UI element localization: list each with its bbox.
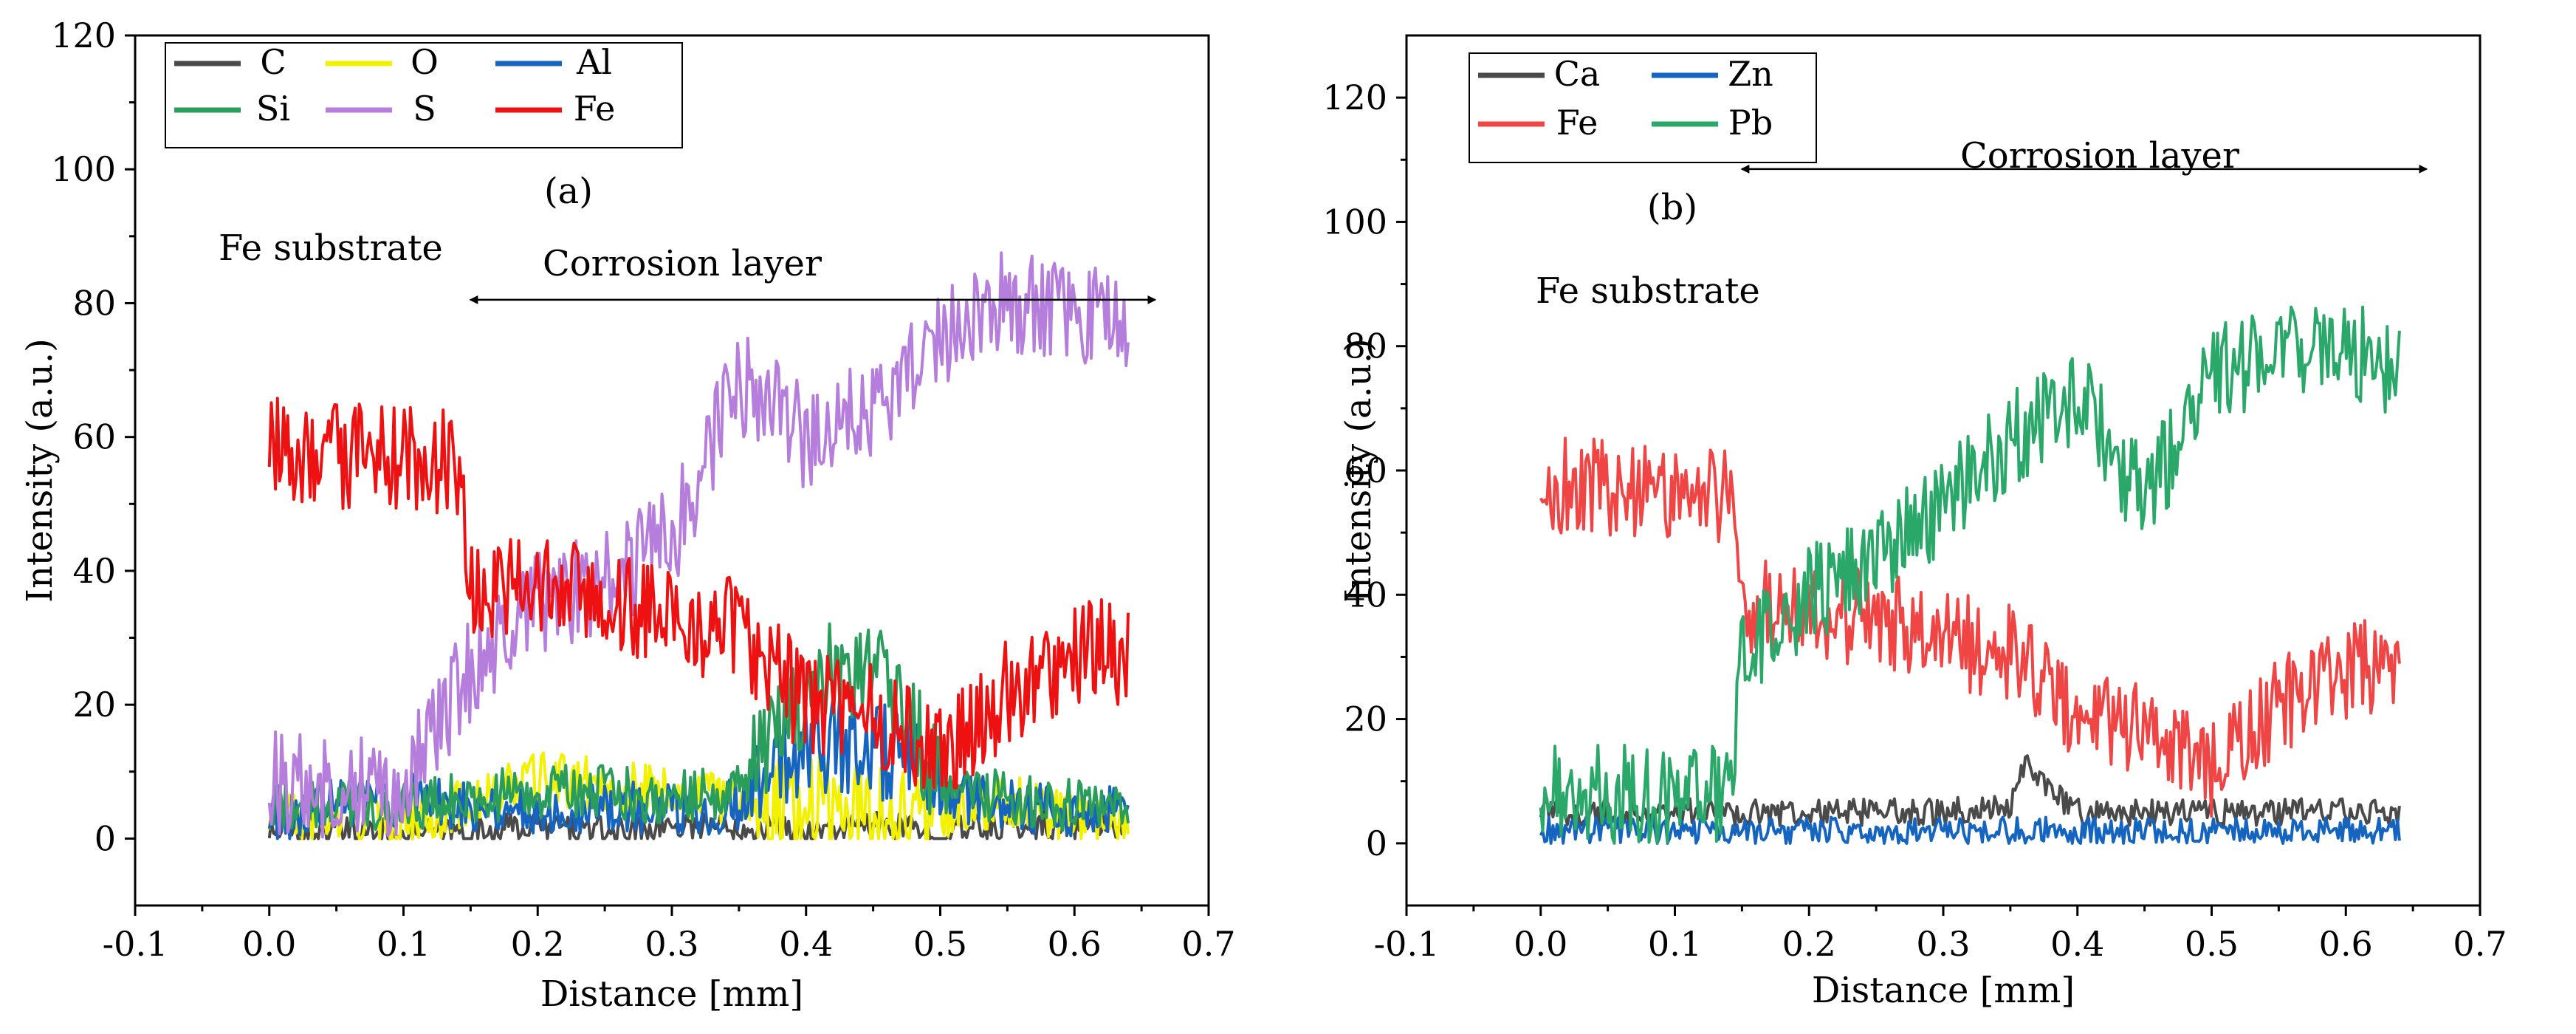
series-group-b	[1539, 305, 2401, 845]
chart-panel-a: -0.1 0.0 0.1 0.2 0.3 0.4 0.5 0.6 0.7 0 20 40 60 80 10…	[19, 16, 1236, 1015]
legend-a: C O Al Si S Fe	[165, 42, 683, 148]
x-tick-label: 0.4	[2050, 924, 2104, 964]
legend-label-zn: Zn	[1728, 54, 1773, 94]
x-tick-label: -0.1	[1374, 924, 1440, 964]
legend-label-o: O	[411, 42, 439, 82]
x-tick-label: 0.0	[242, 924, 296, 964]
legend-label-ca: Ca	[1554, 54, 1601, 94]
y-tick-label: 40	[1344, 575, 1387, 614]
y-tick-label: 80	[1344, 326, 1387, 366]
legend-b: Ca Zn Fe Pb	[1469, 52, 1817, 163]
x-axis-label-a: Distance [mm]	[540, 973, 803, 1015]
x-ticks-b: -0.1 0.0 0.1 0.2 0.3 0.4 0.5 0.6 0.7	[1374, 905, 2507, 964]
x-tick-label: 0.1	[377, 924, 430, 964]
y-ticks-b: 0 20 40 60 80 100 120	[1322, 78, 1407, 863]
series-line-fe-b	[1539, 436, 2401, 818]
legend-label-al: Al	[576, 42, 612, 82]
x-tick-label: 0.3	[1916, 924, 1970, 964]
annotation-layer-a: Corrosion layer	[543, 243, 822, 284]
y-tick-label: 0	[95, 818, 116, 858]
x-tick-label: 0.2	[1782, 924, 1836, 964]
y-tick-label: 20	[72, 685, 116, 725]
y-axis-label-b: Intensity (a.u.)	[1338, 338, 1379, 603]
legend-frame-a	[165, 42, 683, 148]
legend-entries-a: C O Al Si S Fe	[174, 42, 615, 129]
y-ticks-a: 0 20 40 60 80 100 120	[51, 16, 135, 858]
annotation-layer-b: Corrosion layer	[1960, 135, 2239, 177]
x-tick-label: 0.3	[645, 924, 698, 964]
legend-label-si: Si	[256, 89, 290, 129]
legend-label-pb: Pb	[1728, 103, 1773, 143]
x-tick-label: 0.7	[1181, 924, 1235, 964]
series-line-pb-b	[1539, 305, 2401, 845]
annotation-substrate-b: Fe substrate	[1536, 270, 1760, 312]
panel-label-b: (b)	[1647, 187, 1697, 228]
y-tick-label: 60	[72, 417, 116, 457]
y-tick-label: 120	[1322, 78, 1387, 117]
series-line-fe-a	[267, 397, 1130, 790]
y-tick-label: 120	[51, 16, 116, 55]
y-tick-label: 0	[1366, 824, 1387, 863]
series-line-s-a	[267, 251, 1130, 839]
x-tick-label: 0.6	[1048, 924, 1102, 964]
x-tick-label: 0.6	[2319, 924, 2373, 964]
legend-label-fe: Fe	[574, 89, 616, 129]
y-tick-label: 100	[51, 149, 116, 189]
series-line-o-a	[267, 751, 1130, 840]
x-tick-label: 0.5	[2185, 924, 2239, 964]
plot-area-b: -0.1 0.0 0.1 0.2 0.3 0.4 0.5 0.6 0.7 0 20 40 60 80 10…	[1322, 34, 2507, 964]
panel-label-a: (a)	[544, 171, 593, 212]
legend-label-fe: Fe	[1556, 103, 1598, 143]
y-tick-label: 20	[1344, 699, 1387, 739]
plot-area-a: -0.1 0.0 0.1 0.2 0.3 0.4 0.5 0.6 0.7 0 20 40 60 80 10…	[51, 16, 1235, 964]
series-line-zn-b	[1539, 815, 2401, 845]
x-tick-label: 0.0	[1514, 924, 1567, 964]
x-tick-label: 0.7	[2453, 924, 2507, 964]
x-tick-label: 0.2	[511, 924, 565, 964]
series-group-a	[267, 251, 1130, 840]
x-tick-label: 0.4	[779, 924, 833, 964]
legend-label-s: S	[413, 89, 436, 129]
x-axis-label-b: Distance [mm]	[1812, 970, 2075, 1011]
annotation-substrate-a: Fe substrate	[219, 227, 443, 269]
y-tick-label: 60	[1344, 451, 1387, 490]
legend-entries-b: Ca Zn Fe Pb	[1478, 54, 1773, 143]
x-ticks-a: -0.1 0.0 0.1 0.2 0.3 0.4 0.5 0.6 0.7	[103, 905, 1236, 964]
y-tick-label: 80	[72, 283, 116, 323]
x-tick-label: 0.5	[913, 924, 967, 964]
y-tick-label: 100	[1322, 202, 1387, 242]
y-axis-label-a: Intensity (a.u.)	[19, 338, 61, 603]
chart-panel-b: -0.1 0.0 0.1 0.2 0.3 0.4 0.5 0.6 0.7 0 20 40 60 80 10…	[1322, 34, 2507, 1011]
legend-frame-b	[1469, 52, 1817, 163]
x-tick-label: -0.1	[103, 924, 168, 964]
y-tick-label: 40	[72, 551, 116, 591]
legend-label-c: C	[260, 42, 286, 82]
x-tick-label: 0.1	[1648, 924, 1702, 964]
